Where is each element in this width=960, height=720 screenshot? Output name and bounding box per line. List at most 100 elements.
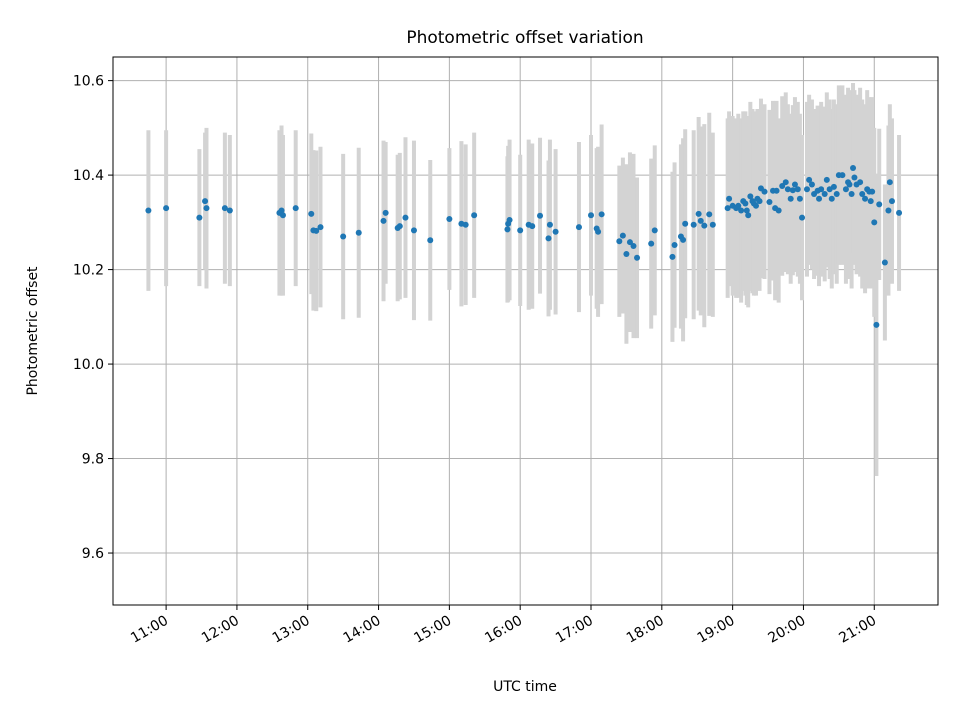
- data-point: [745, 212, 752, 219]
- data-point: [427, 237, 434, 244]
- data-point: [545, 235, 552, 242]
- data-point: [462, 221, 469, 228]
- data-point: [471, 212, 478, 219]
- data-points: [145, 165, 903, 328]
- data-point: [410, 227, 417, 234]
- data-point: [616, 238, 623, 245]
- data-point: [803, 186, 810, 193]
- data-point: [867, 198, 874, 205]
- data-point: [680, 236, 687, 243]
- x-axis-label: UTC time: [493, 679, 557, 695]
- data-point: [308, 210, 315, 217]
- data-point: [355, 229, 362, 236]
- data-point: [292, 205, 299, 212]
- chart-title: Photometric offset variation: [406, 28, 643, 48]
- data-point: [546, 221, 553, 228]
- data-point: [221, 205, 228, 212]
- data-point: [313, 227, 320, 234]
- data-point: [506, 216, 513, 223]
- data-point: [846, 181, 853, 188]
- data-point: [761, 188, 768, 195]
- y-tick-label: 10.0: [73, 357, 104, 373]
- data-point: [623, 250, 630, 257]
- data-point: [396, 223, 403, 230]
- data-point: [630, 242, 637, 249]
- plot-frame: [112, 56, 939, 606]
- data-point: [789, 187, 796, 194]
- data-point: [869, 188, 876, 195]
- data-point: [816, 195, 823, 202]
- data-point: [888, 198, 895, 205]
- y-axis-label: Photometric offset: [25, 266, 41, 396]
- data-point: [784, 186, 791, 193]
- data-point: [818, 186, 825, 193]
- data-point: [766, 199, 773, 206]
- data-point: [402, 214, 409, 221]
- y-tick-label: 10.2: [73, 263, 104, 279]
- data-point: [833, 191, 840, 197]
- data-point: [886, 179, 893, 186]
- data-point: [697, 217, 704, 224]
- data-point: [651, 227, 658, 234]
- data-point: [724, 205, 731, 212]
- data-point: [695, 210, 702, 217]
- data-point: [753, 202, 760, 209]
- data-point: [773, 187, 780, 194]
- data-point: [529, 223, 536, 230]
- data-point: [669, 253, 676, 260]
- data-point: [848, 191, 855, 197]
- data-point: [726, 195, 733, 202]
- y-tick-label: 10.4: [73, 168, 104, 184]
- data-point: [871, 219, 878, 226]
- data-point: [278, 207, 285, 214]
- data-point: [203, 205, 210, 212]
- data-point: [279, 212, 286, 219]
- data-point: [821, 191, 828, 197]
- data-point: [504, 226, 511, 233]
- data-point: [806, 176, 813, 183]
- data-point: [575, 224, 582, 231]
- data-point: [775, 207, 782, 214]
- data-point: [595, 228, 602, 235]
- data-point: [787, 195, 794, 202]
- data-point: [648, 240, 655, 247]
- data-point: [782, 179, 789, 186]
- data-point: [537, 212, 544, 219]
- data-point: [634, 254, 641, 261]
- data-point: [857, 179, 864, 186]
- data-point: [839, 172, 846, 179]
- data-point: [743, 207, 750, 214]
- data-point: [706, 211, 713, 218]
- data-point: [799, 214, 806, 221]
- data-point: [317, 224, 324, 231]
- data-point: [747, 193, 754, 200]
- y-tick-label: 9.8: [82, 452, 104, 468]
- data-point: [828, 195, 835, 202]
- data-point: [380, 217, 387, 224]
- data-point: [873, 321, 880, 328]
- data-point: [626, 239, 633, 246]
- data-point: [794, 186, 801, 193]
- data-point: [382, 209, 389, 216]
- data-point: [517, 227, 524, 234]
- data-point: [885, 207, 892, 214]
- data-point: [163, 205, 170, 212]
- data-point: [796, 195, 803, 202]
- data-point: [340, 233, 347, 240]
- y-axis: 9.6 9.8 10.0 10.2 10.4 10.6: [73, 74, 113, 562]
- data-point: [862, 195, 869, 202]
- y-tick-label: 10.6: [73, 74, 104, 90]
- data-point: [619, 232, 626, 239]
- data-point: [709, 221, 716, 228]
- data-point: [876, 201, 883, 208]
- data-point: [682, 220, 689, 227]
- data-point: [552, 228, 559, 235]
- data-point: [671, 242, 678, 249]
- data-point: [598, 211, 605, 218]
- data-point: [851, 174, 858, 181]
- data-point: [742, 200, 749, 207]
- data-point: [690, 221, 697, 228]
- data-point: [202, 198, 209, 205]
- data-point: [791, 181, 798, 188]
